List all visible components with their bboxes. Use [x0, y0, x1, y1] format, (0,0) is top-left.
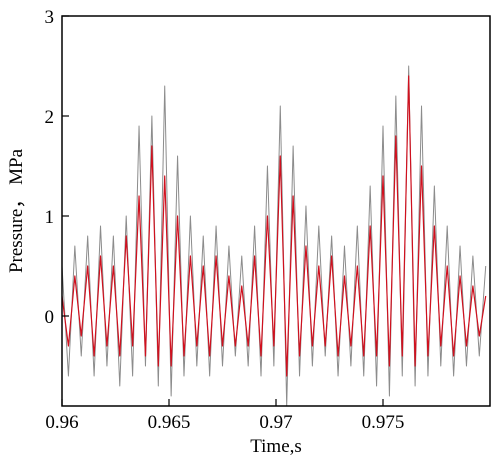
y-tick-label: 3	[45, 7, 55, 28]
plot-frame	[61, 15, 491, 407]
y-tick-label: 2	[45, 107, 55, 128]
x-axis-title: Time,s	[250, 436, 302, 457]
y-axis-title: Pressure， MPa	[6, 148, 27, 273]
series-line-1	[62, 75, 487, 377]
x-axis-ticks: 0.96 0.965 0.97 0.975	[45, 399, 404, 433]
x-tick-label: 0.97	[259, 412, 292, 433]
x-tick-label: 0.96	[45, 412, 78, 433]
x-tick-label: 0.965	[148, 412, 191, 433]
x-tick-label: 0.975	[362, 412, 405, 433]
series-line-0	[62, 65, 487, 406]
y-axis-ticks: 0 1 2 3	[45, 7, 69, 328]
series-layer	[62, 65, 487, 406]
y-tick-label: 0	[45, 307, 55, 328]
y-tick-label: 1	[45, 207, 55, 228]
